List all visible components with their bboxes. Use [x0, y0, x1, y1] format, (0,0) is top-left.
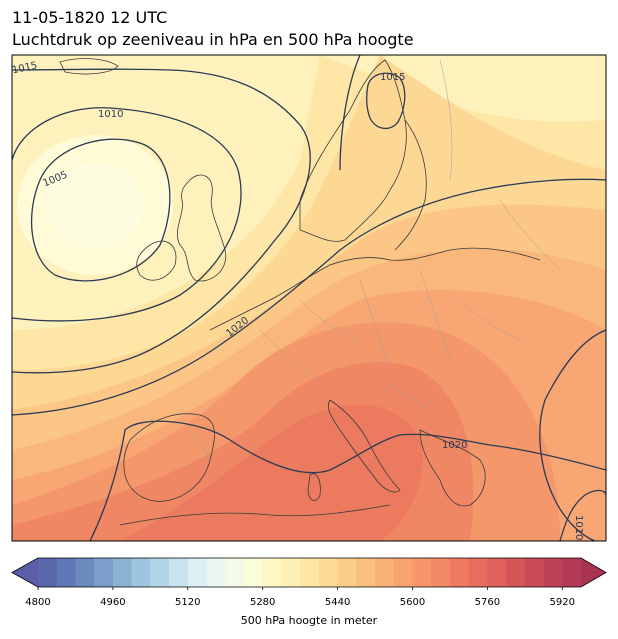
map-subtitle: Luchtdruk op zeeniveau in hPa en 500 hPa… — [12, 30, 414, 49]
map-frame — [11, 54, 607, 542]
colorbar-bin — [75, 558, 95, 587]
coastlines — [59, 58, 541, 526]
colorbar-bin — [243, 558, 264, 587]
colorbar-tick-label: 4960 — [100, 597, 126, 608]
isobar-label: 1015 — [380, 72, 405, 83]
colorbar-bin — [38, 558, 58, 587]
colorbar-bin — [262, 558, 283, 587]
isobar-label: 1010 — [573, 515, 584, 540]
colorbar-bin — [206, 558, 226, 587]
colorbar-bin — [562, 558, 582, 587]
colorbar-bin — [487, 558, 507, 587]
colorbar-bin — [56, 558, 77, 587]
colorbar-tick-label: 5760 — [474, 597, 501, 608]
colorbar-tick-label: 5440 — [324, 597, 351, 608]
colorbar-bin — [393, 558, 414, 587]
colorbar-label: 500 hPa hoogte in meter — [240, 614, 378, 627]
colorbar-bin — [112, 558, 133, 587]
colorbar-bin — [543, 558, 563, 587]
colorbar-tick-label: 5600 — [399, 597, 426, 608]
height-field — [12, 55, 606, 541]
colorbar-bin — [356, 558, 376, 587]
country-borders — [189, 59, 561, 461]
colorbar-bin — [187, 558, 208, 587]
colorbar-bin — [506, 558, 526, 587]
colorbar-bin — [431, 558, 451, 587]
colorbar-bin — [225, 558, 245, 587]
colorbar-bin — [169, 558, 189, 587]
colorbar-tick-label: 4800 — [25, 597, 51, 608]
colorbar-extend-max — [581, 558, 606, 587]
colorbar-bin — [150, 558, 170, 587]
colorbar — [11, 557, 607, 590]
isobar-label: 1020 — [442, 440, 467, 451]
colorbar-bin — [468, 558, 488, 587]
colorbar-bin — [412, 558, 432, 587]
colorbar-bin — [524, 558, 545, 587]
map-datetime: 11-05-1820 12 UTC — [12, 8, 168, 27]
colorbar-extend-min — [12, 558, 38, 587]
colorbar-bin — [337, 558, 357, 587]
colorbar-bin — [281, 558, 301, 587]
isobars — [12, 55, 606, 541]
colorbar-bin — [449, 558, 470, 587]
colorbar-tick-label: 5120 — [175, 597, 201, 608]
colorbar-bin — [300, 558, 320, 587]
colorbar-tick-label: 5920 — [549, 597, 575, 608]
colorbar-tick-label: 5280 — [249, 597, 276, 608]
isobar-label: 1010 — [98, 109, 123, 120]
isobar-label: 1015 — [11, 60, 38, 76]
colorbar-bin — [318, 558, 339, 587]
colorbar-bin — [131, 558, 151, 587]
colorbar-bin — [94, 558, 114, 587]
colorbar-bin — [375, 558, 395, 587]
